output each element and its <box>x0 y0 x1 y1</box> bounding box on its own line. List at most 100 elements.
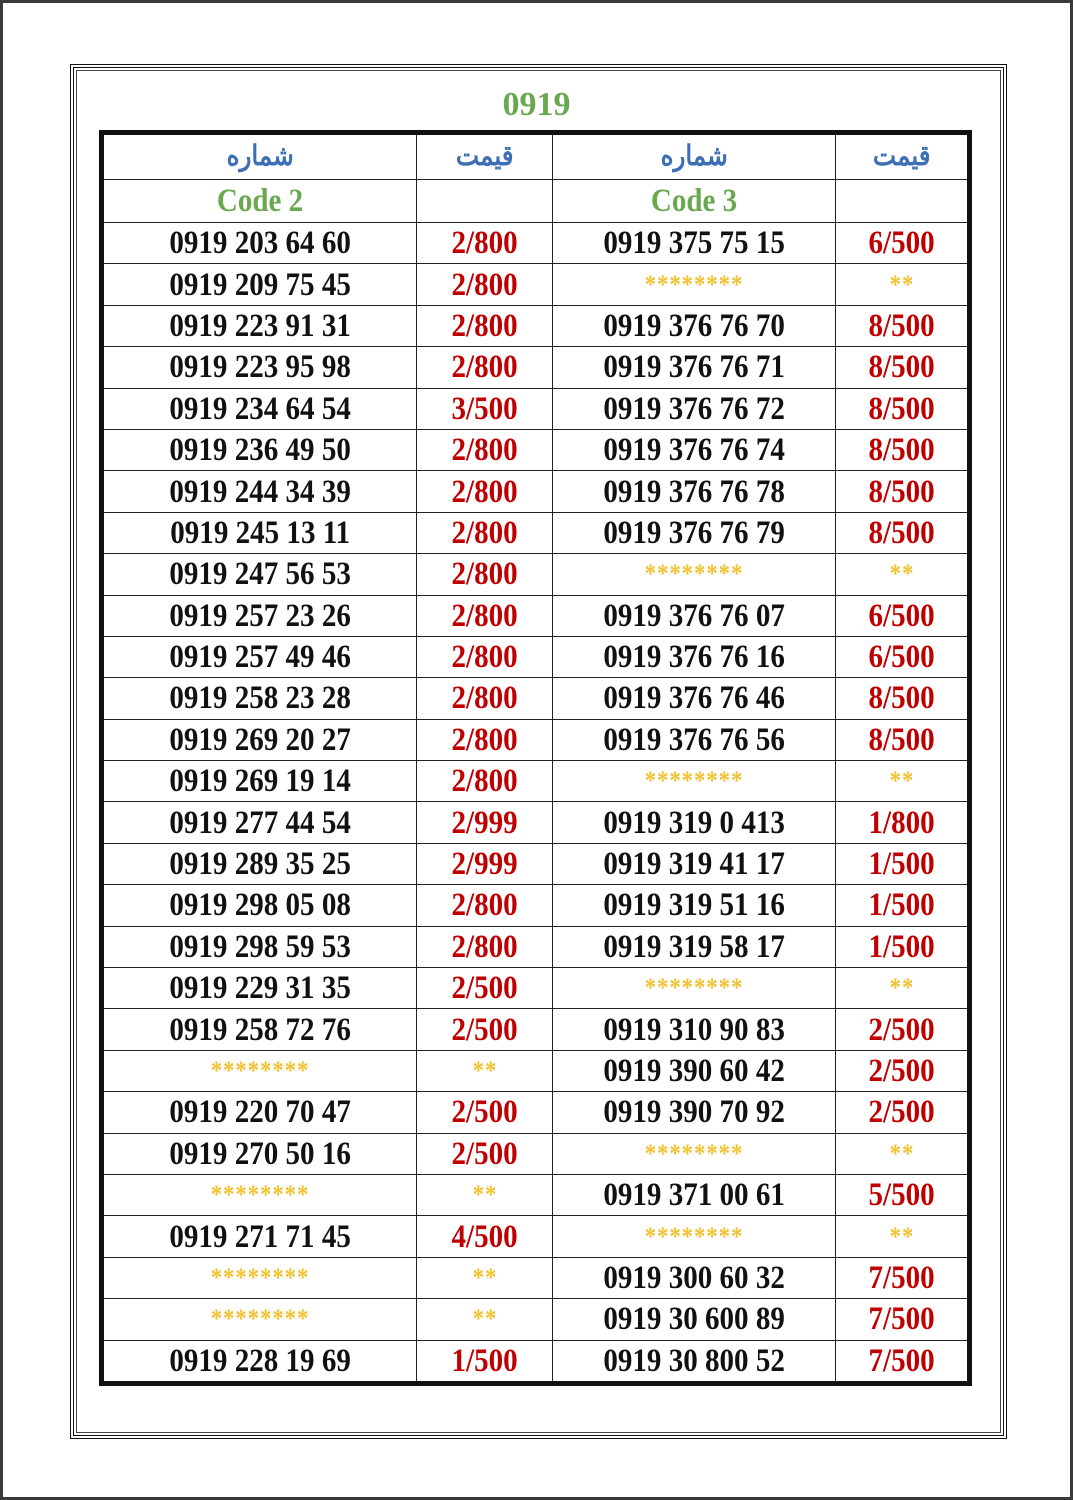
cell-number-right: ******** <box>552 760 836 803</box>
cell-number-left: 0919 244 34 39 <box>101 470 417 513</box>
cell-number-left: 0919 257 49 46 <box>101 635 417 679</box>
cell-price-right: 8/500 <box>835 346 970 389</box>
cell-number-right: 0919 371 00 61 <box>552 1173 836 1217</box>
cell-price-right: 1/500 <box>835 842 970 886</box>
cell-number-left: 0919 223 95 98 <box>101 346 417 389</box>
cell-number-left: 0919 271 71 45 <box>101 1215 417 1258</box>
cell-price-right: 8/500 <box>835 511 970 555</box>
cell-number-right: 0919 376 76 72 <box>552 387 836 430</box>
cell-price-right: 8/500 <box>835 387 970 430</box>
cell-price-left: 2/999 <box>416 801 553 844</box>
cell-number-right: 0919 319 51 16 <box>552 884 836 927</box>
cell-number-left: 0919 258 72 76 <box>101 1008 417 1051</box>
cell-price-right: 2/500 <box>835 1049 970 1093</box>
cell-price-left: 2/800 <box>416 594 553 637</box>
cell-price-right: ** <box>835 263 970 306</box>
cell-price-left: 2/500 <box>416 1008 553 1051</box>
cell-price-left: 2/800 <box>416 428 553 472</box>
cell-price-right: 8/500 <box>835 677 970 720</box>
cell-number-right: ******** <box>552 263 836 306</box>
cell-number-right: 0919 376 76 07 <box>552 594 836 637</box>
cell-number-left: 0919 223 91 31 <box>101 304 417 348</box>
cell-number-left: 0919 236 49 50 <box>101 428 417 472</box>
cell-number-right: ******** <box>552 967 836 1010</box>
header-number-left: شماره <box>101 132 417 180</box>
cell-price-right: ** <box>835 1215 970 1258</box>
cell-number-right: 0919 376 76 74 <box>552 428 836 472</box>
cell-price-left: 2/800 <box>416 470 553 513</box>
code-row: Code 2 Code 3 <box>101 179 970 223</box>
cell-price-right: 6/500 <box>835 635 970 679</box>
cell-price-right: 6/500 <box>835 221 970 265</box>
cell-price-right: 1/800 <box>835 801 970 844</box>
cell-price-left: 2/800 <box>416 553 553 596</box>
cell-number-left: 0919 257 23 26 <box>101 594 417 637</box>
cell-number-right: 0919 376 76 70 <box>552 304 836 348</box>
cell-number-right: 0919 390 60 42 <box>552 1049 836 1093</box>
cell-price-left: 2/800 <box>416 511 553 555</box>
cell-number-left: 0919 258 23 28 <box>101 677 417 720</box>
table-row: 0919 289 35 25 2/999 0919 319 41 17 1/500 <box>101 842 970 886</box>
cell-number-left: 0919 203 64 60 <box>101 221 417 265</box>
cell-number-left: 0919 277 44 54 <box>101 801 417 844</box>
table-row: 0919 203 64 60 2/800 0919 375 75 15 6/500 <box>101 221 970 265</box>
cell-price-left: 2/800 <box>416 221 553 265</box>
cell-price-right: 8/500 <box>835 428 970 472</box>
cell-price-left: 2/800 <box>416 760 553 803</box>
code-left: Code 2 <box>101 179 417 223</box>
cell-price-right: 7/500 <box>835 1339 970 1384</box>
cell-number-left: 0919 234 64 54 <box>101 387 417 430</box>
table-row: 0919 257 23 26 2/800 0919 376 76 07 6/500 <box>101 594 970 637</box>
cell-price-left: 3/500 <box>416 387 553 430</box>
cell-number-right: 0919 376 76 46 <box>552 677 836 720</box>
cell-price-left: 1/500 <box>416 1339 553 1384</box>
cell-price-left: ** <box>416 1049 553 1093</box>
table-row: ******** ** 0919 390 60 42 2/500 <box>101 1049 970 1093</box>
cell-price-left: 2/800 <box>416 346 553 389</box>
table-row: 0919 236 49 50 2/800 0919 376 76 74 8/500 <box>101 428 970 472</box>
cell-number-left: 0919 229 31 35 <box>101 967 417 1010</box>
header-price-left: قیمت <box>416 132 553 180</box>
cell-price-right: ** <box>835 760 970 803</box>
cell-price-left: 2/500 <box>416 1132 553 1175</box>
cell-number-right: 0919 375 75 15 <box>552 221 836 265</box>
cell-price-left: 2/500 <box>416 967 553 1010</box>
cell-number-left: 0919 289 35 25 <box>101 842 417 886</box>
table-row: 0919 223 95 98 2/800 0919 376 76 71 8/500 <box>101 346 970 389</box>
cell-number-left: 0919 209 75 45 <box>101 263 417 306</box>
table-row: 0919 258 23 28 2/800 0919 376 76 46 8/500 <box>101 677 970 720</box>
cell-price-left: 2/500 <box>416 1091 553 1134</box>
table-row: 0919 258 72 76 2/500 0919 310 90 83 2/500 <box>101 1008 970 1051</box>
cell-price-right: 7/500 <box>835 1298 970 1341</box>
cell-number-right: 0919 390 70 92 <box>552 1091 836 1134</box>
cell-number-right: 0919 376 76 78 <box>552 470 836 513</box>
code-right: Code 3 <box>552 179 836 223</box>
cell-price-right: 2/500 <box>835 1091 970 1134</box>
table-row: 0919 223 91 31 2/800 0919 376 76 70 8/500 <box>101 304 970 348</box>
cell-price-left: 4/500 <box>416 1215 553 1258</box>
table-row: ******** ** 0919 300 60 32 7/500 <box>101 1256 970 1300</box>
table-row: 0919 220 70 47 2/500 0919 390 70 92 2/500 <box>101 1091 970 1134</box>
header-number-right: شماره <box>552 132 836 180</box>
cell-number-left: ******** <box>101 1049 417 1093</box>
table-row: 0919 228 19 69 1/500 0919 30 800 52 7/500 <box>101 1339 970 1384</box>
table-row: 0919 270 50 16 2/500 ******** ** <box>101 1132 970 1175</box>
cell-number-left: ******** <box>101 1173 417 1217</box>
table-row: 0919 229 31 35 2/500 ******** ** <box>101 967 970 1010</box>
table-row: 0919 209 75 45 2/800 ******** ** <box>101 263 970 306</box>
cell-number-right: 0919 310 90 83 <box>552 1008 836 1051</box>
cell-price-right: 8/500 <box>835 718 970 762</box>
page-title: 0919 <box>502 86 571 123</box>
cell-number-right: ******** <box>552 1132 836 1175</box>
code-left-price-empty <box>416 179 553 223</box>
cell-price-right: ** <box>835 967 970 1010</box>
cell-price-right: 7/500 <box>835 1256 970 1300</box>
header-row: شماره قیمت شماره قیمت <box>101 132 970 180</box>
table-row: 0919 247 56 53 2/800 ******** ** <box>101 553 970 596</box>
cell-number-right: ******** <box>552 553 836 596</box>
cell-number-left: 0919 269 20 27 <box>101 718 417 762</box>
cell-price-left: 2/800 <box>416 304 553 348</box>
cell-number-right: 0919 319 58 17 <box>552 925 836 969</box>
cell-price-left: 2/800 <box>416 718 553 762</box>
